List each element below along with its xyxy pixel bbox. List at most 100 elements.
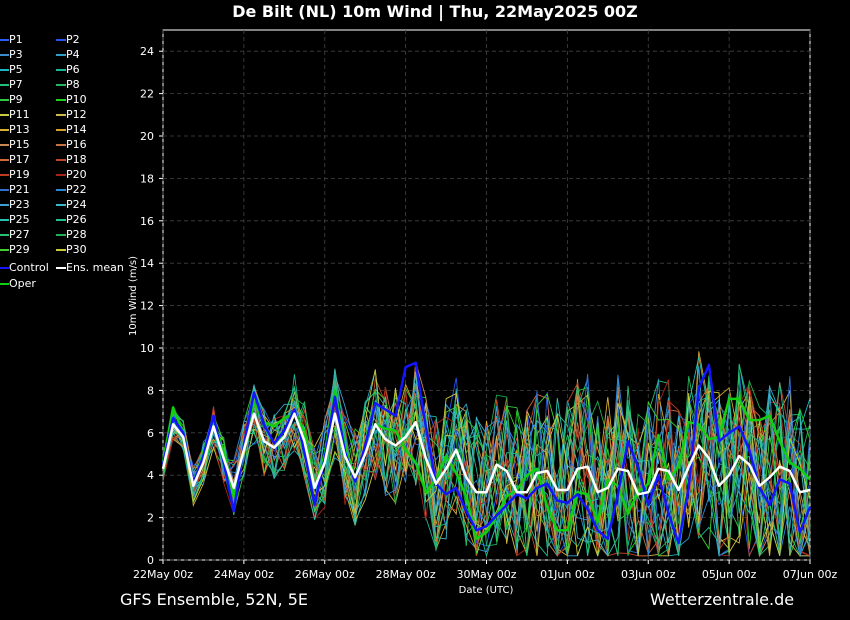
legend-label: P10 xyxy=(66,93,87,106)
legend-label: P6 xyxy=(66,63,80,76)
legend-item: P22 xyxy=(56,182,87,197)
legend-swatch xyxy=(0,144,9,146)
legend-swatch xyxy=(56,267,66,269)
legend-item: P2 xyxy=(56,32,80,47)
legend-swatch xyxy=(0,54,9,56)
y-tick-label: 14 xyxy=(140,257,154,270)
legend-label: P8 xyxy=(66,78,80,91)
legend-item: P7 xyxy=(0,77,23,92)
series-line-control xyxy=(161,361,812,545)
x-axis-label: Date (UTC) xyxy=(459,585,514,596)
legend-label: P16 xyxy=(66,138,87,151)
legend-item: P8 xyxy=(56,77,80,92)
y-tick-label: 0 xyxy=(147,554,154,567)
legend-swatch xyxy=(0,39,9,41)
legend-swatch xyxy=(0,219,9,221)
legend-swatch xyxy=(0,189,9,191)
legend-label: P17 xyxy=(9,153,30,166)
legend-swatch xyxy=(0,204,9,206)
legend-swatch xyxy=(0,174,9,176)
legend-item: P10 xyxy=(56,92,87,107)
legend-item: P14 xyxy=(56,122,87,137)
legend-label: P9 xyxy=(9,93,23,106)
legend-swatch xyxy=(0,159,9,161)
legend-item: P19 xyxy=(0,167,30,182)
legend-swatch xyxy=(0,114,9,116)
x-tick-label: 05Jun 00z xyxy=(702,568,757,581)
model-label: GFS Ensemble, 52N, 5E xyxy=(120,590,308,609)
y-axis-label: 10m Wind (m/s) xyxy=(128,256,139,336)
legend-swatch xyxy=(56,204,66,206)
series-line-p30 xyxy=(162,369,811,556)
legend-swatch xyxy=(56,129,66,131)
legend-item: P6 xyxy=(56,62,80,77)
legend-item: P17 xyxy=(0,152,30,167)
y-tick-label: 16 xyxy=(140,215,154,228)
legend-swatch xyxy=(56,99,66,101)
legend-swatch xyxy=(0,283,9,285)
legend-swatch xyxy=(0,267,9,269)
legend-item: P12 xyxy=(56,107,87,122)
legend-item: P25 xyxy=(0,212,30,227)
series-line-p25 xyxy=(162,356,811,556)
legend-swatch xyxy=(56,54,66,56)
legend-label: P7 xyxy=(9,78,23,91)
series-line-p9 xyxy=(162,375,811,556)
legend-label: P24 xyxy=(66,198,87,211)
legend-label: P4 xyxy=(66,48,80,61)
legend-item: P13 xyxy=(0,122,30,137)
legend-item: P20 xyxy=(56,167,87,182)
series-line-ens-mean xyxy=(161,412,811,496)
legend-label: Oper xyxy=(9,277,36,290)
y-tick-label: 24 xyxy=(140,45,154,58)
legend-label: P2 xyxy=(66,33,80,46)
legend-swatch xyxy=(0,234,9,236)
legend-swatch xyxy=(0,84,9,86)
y-tick-label: 8 xyxy=(147,384,154,397)
x-tick-label: 24May 00z xyxy=(214,568,274,581)
legend-label: P26 xyxy=(66,213,87,226)
legend-label: P29 xyxy=(9,243,30,256)
y-tick-label: 12 xyxy=(140,300,154,313)
legend-swatch xyxy=(56,219,66,221)
x-tick-label: 30May 00z xyxy=(456,568,516,581)
legend-item: P23 xyxy=(0,197,30,212)
legend-swatch xyxy=(56,189,66,191)
y-tick-label: 22 xyxy=(140,88,154,101)
legend-swatch xyxy=(56,69,66,71)
legend-item: P28 xyxy=(56,227,87,242)
legend-label: P25 xyxy=(9,213,30,226)
legend-swatch xyxy=(56,144,66,146)
x-tick-label: 26May 00z xyxy=(295,568,355,581)
series-line-p16 xyxy=(162,386,811,557)
legend-item: P30 xyxy=(56,242,87,257)
legend-label: P18 xyxy=(66,153,87,166)
legend-label: P12 xyxy=(66,108,87,121)
legend-item: P26 xyxy=(56,212,87,227)
legend-swatch xyxy=(0,249,9,251)
legend-label: P3 xyxy=(9,48,23,61)
x-tick-label: 01Jun 00z xyxy=(540,568,595,581)
legend-item: P1 xyxy=(0,32,23,47)
legend-item: P16 xyxy=(56,137,87,152)
legend-swatch xyxy=(56,234,66,236)
legend-label: P15 xyxy=(9,138,30,151)
legend-label: P1 xyxy=(9,33,23,46)
legend-item: P21 xyxy=(0,182,30,197)
legend-item: P11 xyxy=(0,107,30,122)
legend-label: P28 xyxy=(66,228,87,241)
legend-swatch xyxy=(56,174,66,176)
x-tick-label: 07Jun 00z xyxy=(783,568,838,581)
legend-item: P3 xyxy=(0,47,23,62)
series-line-oper xyxy=(161,389,811,541)
legend-label: Ens. mean xyxy=(66,261,124,274)
source-label: Wetterzentrale.de xyxy=(650,590,795,609)
legend-swatch xyxy=(56,114,66,116)
legend-label: P20 xyxy=(66,168,87,181)
legend-label: P23 xyxy=(9,198,30,211)
legend-item: P24 xyxy=(56,197,87,212)
legend-swatch xyxy=(56,249,66,251)
legend-item: P27 xyxy=(0,227,30,242)
series-line-p27 xyxy=(162,363,811,556)
